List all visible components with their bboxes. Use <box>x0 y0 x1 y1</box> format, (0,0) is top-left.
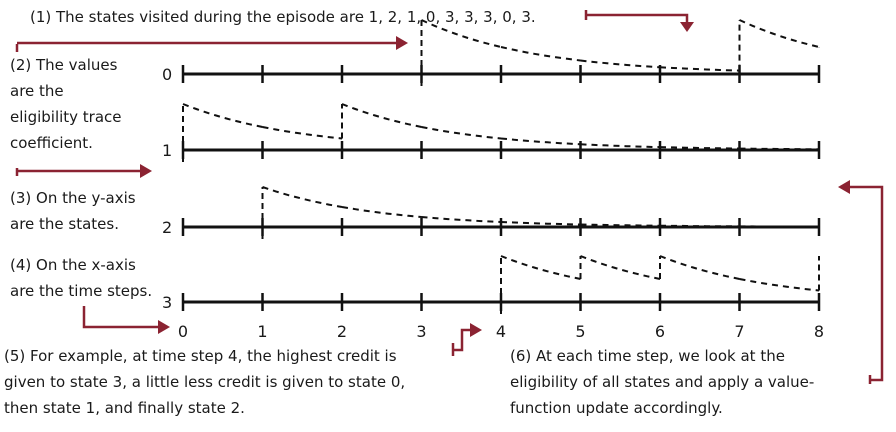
x-tick-label: 2 <box>337 322 347 341</box>
trace-segment <box>262 186 343 208</box>
x-tick-labels: 0 1 2 3 4 5 6 7 8 <box>178 322 824 341</box>
note-values-eligibility: (2) The values are the eligibility trace… <box>10 56 126 152</box>
trace-segment <box>739 19 820 48</box>
note-line: are the states. <box>10 215 119 233</box>
state-label: 0 <box>162 65 172 84</box>
x-tick-label: 1 <box>257 322 267 341</box>
callout-arrowhead-4 <box>158 320 170 334</box>
callout-arrows <box>15 10 884 384</box>
callout-arrow-3 <box>15 168 142 176</box>
trace-curves <box>182 19 820 292</box>
state-label: 2 <box>162 218 172 237</box>
note-visited-states: (1) The states visited during the episod… <box>30 8 536 26</box>
trace-segment <box>739 147 820 151</box>
trace-segment <box>659 66 740 72</box>
callout-arrow-5 <box>451 328 472 356</box>
trace-segment <box>580 143 661 149</box>
callout-arrowhead-1 <box>680 22 694 32</box>
trace-segment <box>421 216 502 223</box>
x-tick-label: 4 <box>496 322 506 341</box>
callout-arrowhead-2 <box>396 36 408 50</box>
note-line: (2) The values <box>10 56 118 74</box>
note-line: given to state 3, a little less credit i… <box>4 373 405 391</box>
trace-segment <box>182 103 263 128</box>
note-example-step-4: (5) For example, at time step 4, the hig… <box>4 347 410 417</box>
callout-arrowhead-5 <box>470 323 482 337</box>
state-axes: 0 1 2 3 <box>162 65 821 312</box>
trace-segment <box>660 224 740 228</box>
trace-segment <box>580 59 661 69</box>
trace-segment <box>262 126 343 140</box>
note-line: then state 1, and finally state 2. <box>4 399 245 417</box>
note-line: function update accordingly. <box>510 399 723 417</box>
note-line: (5) For example, at time step 4, the hig… <box>4 347 397 365</box>
trace-segment <box>341 206 422 218</box>
state-label: 3 <box>162 293 172 312</box>
trace-segment <box>659 146 740 150</box>
note-value-update: (6) At each time step, we look at the el… <box>510 347 819 417</box>
x-tick-label: 8 <box>814 322 824 341</box>
note-line: eligibility of all states and apply a va… <box>510 373 814 391</box>
x-tick-label: 0 <box>178 322 188 341</box>
callout-arrow-6 <box>848 185 884 384</box>
trace-segment <box>500 221 581 226</box>
note-line: eligibility trace <box>10 108 122 126</box>
callout-arrow-4 <box>82 306 160 329</box>
x-tick-label: 5 <box>575 322 585 341</box>
callout-arrow-2 <box>15 41 398 52</box>
trace-segment <box>739 278 820 292</box>
trace-segment <box>580 223 661 227</box>
trace-segment <box>500 46 581 62</box>
x-tick-label: 7 <box>734 322 744 341</box>
x-tick-label: 3 <box>416 322 426 341</box>
trace-segment <box>500 137 581 146</box>
note-line: are the <box>10 82 64 100</box>
callout-arrow-1 <box>584 10 689 24</box>
trace-segment <box>659 255 740 280</box>
note-line: (3) On the y-axis <box>10 189 136 207</box>
trace-segment <box>421 19 502 48</box>
note-x-axis: (4) On the x-axis are the time steps. <box>10 256 152 300</box>
trace-segment <box>341 103 422 128</box>
trace-segment <box>500 255 581 280</box>
trace-segment <box>421 126 502 140</box>
visit-markers <box>182 20 820 314</box>
trace-segment <box>580 255 661 280</box>
state-label: 1 <box>162 141 172 160</box>
note-line: are the time steps. <box>10 282 152 300</box>
note-line: coefficient. <box>10 134 93 152</box>
callout-arrowhead-3 <box>140 164 152 178</box>
callout-arrowhead-6 <box>838 180 850 194</box>
note-line: (6) At each time step, we look at the <box>510 347 785 365</box>
note-line: (4) On the x-axis <box>10 256 136 274</box>
x-tick-label: 6 <box>655 322 665 341</box>
note-y-axis: (3) On the y-axis are the states. <box>10 189 140 233</box>
